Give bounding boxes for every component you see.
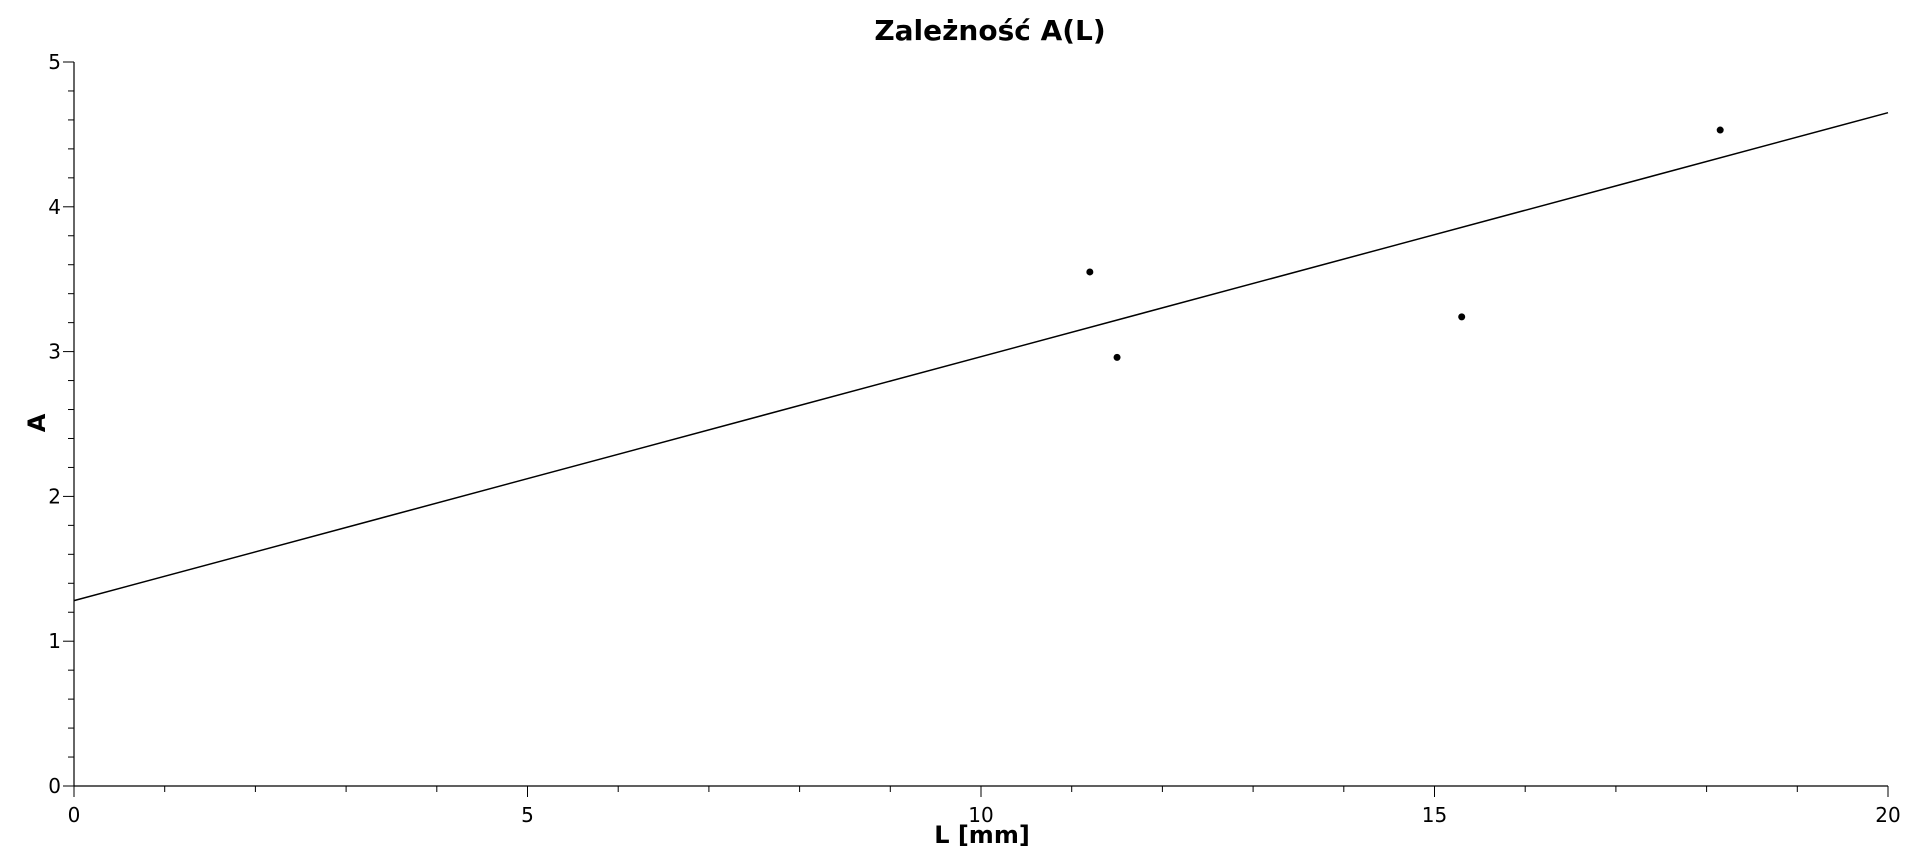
data-point (1113, 353, 1121, 361)
y-tick-label: 0 (48, 774, 61, 798)
x-axis-label: L [mm] (934, 821, 1030, 849)
x-tick-label: 0 (68, 803, 81, 827)
y-axis-label: A (23, 413, 51, 432)
data-point (1458, 313, 1466, 321)
data-point (1716, 126, 1724, 134)
y-tick-label: 3 (48, 340, 61, 364)
y-tick-label: 1 (48, 629, 61, 653)
x-tick-label: 10 (968, 803, 993, 827)
data-point (1086, 268, 1094, 276)
x-tick-label: 20 (1875, 803, 1900, 827)
y-tick-label: 5 (48, 50, 61, 74)
y-tick-label: 4 (48, 195, 61, 219)
axes: 0 5 10 15 20 0 1 2 3 4 5 (48, 50, 1900, 827)
series-layer (73, 111, 1889, 602)
y-tick-label: 2 (48, 484, 61, 508)
x-tick-label: 15 (1422, 803, 1447, 827)
chart-title: Zależność A(L) (874, 14, 1105, 47)
x-tick-label: 5 (521, 803, 534, 827)
fit-line (73, 111, 1889, 602)
